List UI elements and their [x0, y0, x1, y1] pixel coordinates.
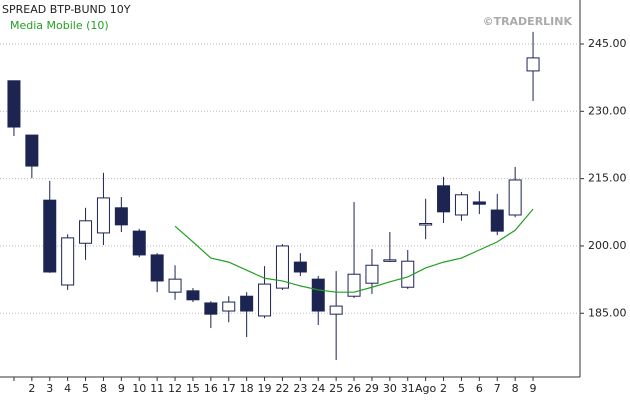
x-tick-label: 15	[186, 382, 200, 395]
candle-body	[311, 278, 325, 312]
x-tick-label: 2	[440, 382, 447, 395]
candle-body	[186, 290, 200, 301]
candle-body	[454, 194, 468, 216]
candle-body	[222, 301, 236, 312]
x-tick-label: 30	[383, 382, 397, 395]
x-tick-label: 8	[100, 382, 107, 395]
x-tick-label: 10	[132, 382, 146, 395]
candle-body	[275, 245, 289, 289]
x-tick-label: 7	[494, 382, 501, 395]
y-tick-label: 230.00	[588, 104, 627, 117]
candle-body	[204, 302, 218, 315]
x-tick-label: 4	[64, 382, 71, 395]
x-tick-label: 12	[168, 382, 182, 395]
x-tick-label: 3	[46, 382, 53, 395]
x-tick-label: 24	[311, 382, 325, 395]
x-tick-label: 9	[530, 382, 537, 395]
x-tick-label: 17	[222, 382, 236, 395]
moving-average-line	[174, 208, 534, 293]
candle-body	[293, 261, 307, 273]
candle-body	[43, 199, 57, 273]
candle-body	[258, 283, 272, 317]
candle-body	[526, 57, 540, 72]
candle-body	[508, 179, 522, 216]
x-tick-label: 2	[28, 382, 35, 395]
candle-body	[347, 273, 361, 297]
candle-body	[437, 185, 451, 213]
chart-title: SPREAD BTP-BUND 10Y	[2, 3, 131, 16]
candle-body	[25, 134, 39, 167]
watermark: ©TRADERLINK	[483, 15, 573, 28]
candle-body	[114, 207, 128, 226]
x-tick-label: 29	[365, 382, 379, 395]
candle-body	[7, 80, 21, 128]
x-tick-label: 25	[329, 382, 343, 395]
x-tick-label: Ago	[415, 382, 437, 395]
x-tick-label: 18	[240, 382, 254, 395]
x-tick-label: 5	[82, 382, 89, 395]
x-tick-label: 5	[458, 382, 465, 395]
x-tick-label: 11	[150, 382, 164, 395]
x-tick-label: 23	[293, 382, 307, 395]
legend-entry: Media Mobile (10)	[10, 19, 109, 32]
candle-body	[132, 230, 146, 256]
candle-body	[472, 201, 486, 205]
y-tick-label: 215.00	[588, 172, 627, 185]
x-tick-label: 9	[118, 382, 125, 395]
candle-body	[419, 223, 433, 226]
candle-body	[150, 254, 164, 282]
candle-body	[383, 259, 397, 262]
x-tick-label: 19	[258, 382, 272, 395]
x-tick-label: 31	[401, 382, 415, 395]
y-tick-label: 185.00	[588, 306, 627, 319]
candle-body	[490, 209, 504, 232]
y-tick-label: 200.00	[588, 239, 627, 252]
candle-body	[365, 264, 379, 284]
candle-body	[79, 220, 93, 244]
candle-body	[329, 305, 343, 315]
y-tick-label: 245.00	[588, 37, 627, 50]
x-tick-label: 22	[275, 382, 289, 395]
candle-body	[240, 295, 254, 312]
x-tick-label: 8	[512, 382, 519, 395]
x-tick-label: 6	[476, 382, 483, 395]
candle-body	[96, 197, 110, 234]
candle-body	[168, 278, 182, 293]
candle-body	[61, 237, 75, 286]
x-tick-label: 26	[347, 382, 361, 395]
x-tick-label: 16	[204, 382, 218, 395]
